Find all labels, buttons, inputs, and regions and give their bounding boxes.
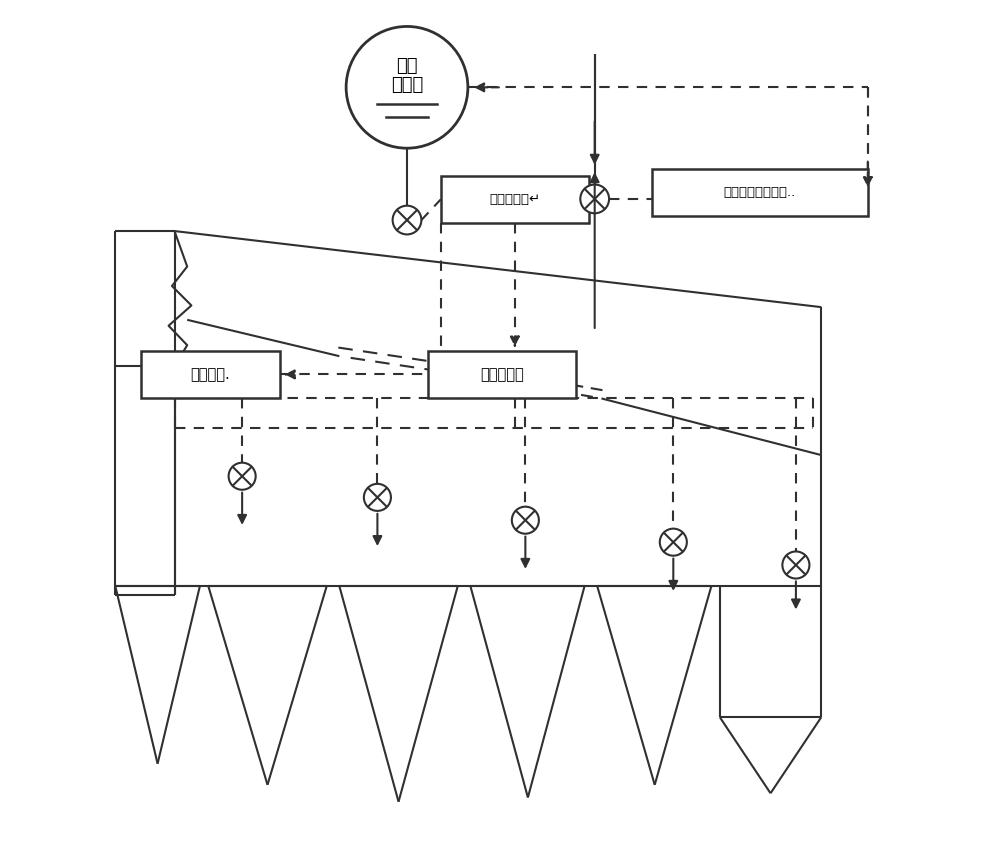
Circle shape [660, 528, 687, 556]
Circle shape [364, 484, 391, 511]
Bar [441, 176, 589, 223]
Circle shape [580, 185, 609, 214]
Text: 各段供风量: 各段供风量 [480, 367, 524, 382]
Circle shape [229, 463, 256, 490]
Bar [652, 169, 868, 216]
Bar [428, 351, 576, 397]
Text: 保持: 保持 [396, 57, 418, 75]
Circle shape [393, 206, 421, 234]
Text: 蒸发量: 蒸发量 [391, 76, 423, 94]
Text: 二次风或再循环风..: 二次风或再循环风.. [724, 186, 796, 199]
Text: 炉排速度.: 炉排速度. [191, 367, 230, 382]
Circle shape [512, 506, 539, 534]
Circle shape [782, 551, 809, 579]
Text: 出口温度场↵: 出口温度场↵ [489, 193, 540, 206]
Circle shape [346, 26, 468, 148]
Bar [141, 351, 280, 397]
